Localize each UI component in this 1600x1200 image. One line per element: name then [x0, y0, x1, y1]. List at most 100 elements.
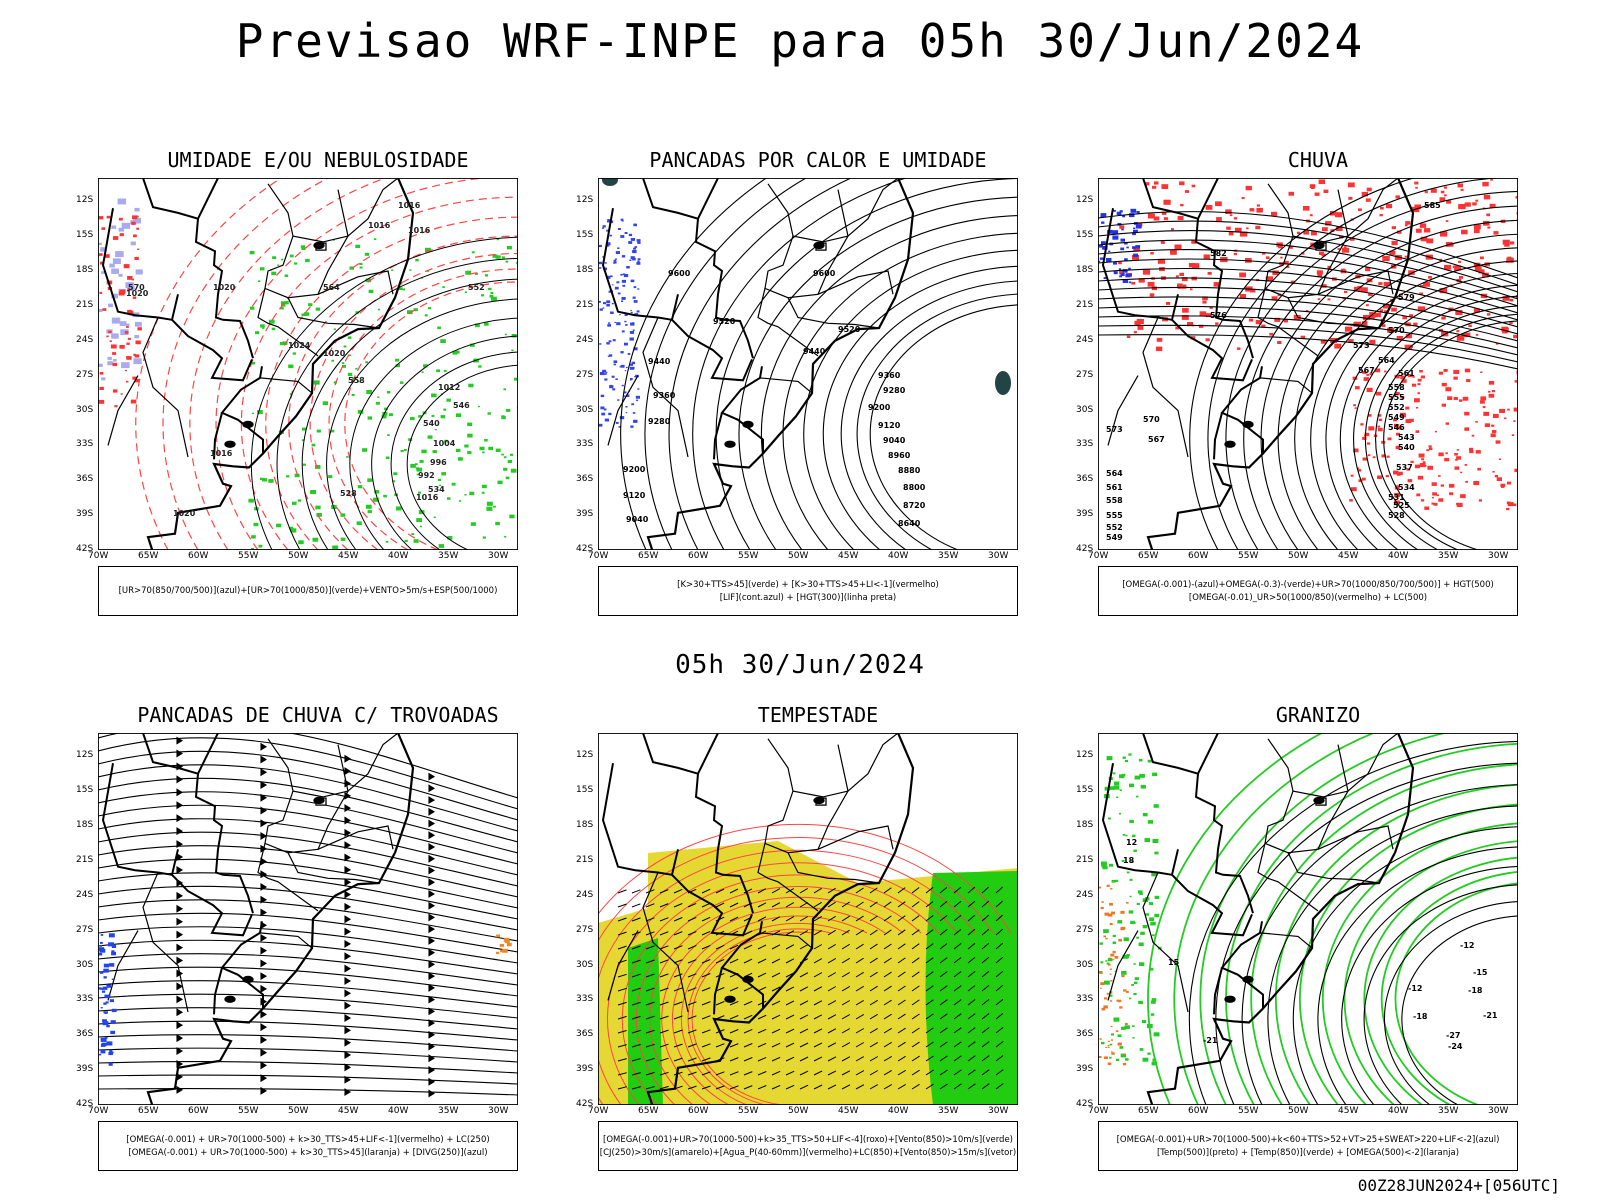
wind-vector	[813, 1042, 823, 1048]
field-cell	[1414, 204, 1421, 210]
wind-vector	[995, 886, 1004, 894]
wind-vector	[869, 985, 878, 992]
field-cell	[1191, 276, 1197, 281]
wind-vector	[995, 900, 1004, 908]
stream-arrow	[260, 1074, 268, 1083]
field-cell	[366, 390, 373, 395]
field-cell	[1120, 273, 1125, 276]
field-cell	[633, 347, 638, 351]
field-cell	[506, 245, 512, 250]
field-cell	[605, 371, 608, 374]
wind-vector	[617, 1001, 627, 1006]
field-cell	[1352, 376, 1358, 380]
legend-line: [OMEGA(-0.001)+UR>70(1000-500)+k<60+TTS>…	[1116, 1134, 1500, 1145]
field-cell	[1393, 423, 1399, 428]
stream-arrow	[344, 1014, 352, 1022]
field-cell	[1101, 864, 1106, 868]
field-cell	[1486, 313, 1491, 316]
contour-label: 9520	[838, 325, 861, 334]
field-cell	[626, 366, 628, 369]
wind-vector	[799, 1042, 809, 1048]
field-cell	[316, 429, 321, 433]
wind-vector	[645, 1043, 655, 1048]
border-line	[642, 178, 719, 220]
border-line	[767, 183, 849, 243]
field-cell	[1118, 938, 1122, 942]
field-cell	[604, 378, 608, 381]
border-line	[1101, 208, 1173, 321]
wind-vector	[827, 887, 836, 894]
field-cell	[1309, 184, 1316, 189]
field-cell	[437, 326, 441, 330]
field-cell	[1126, 901, 1129, 904]
field-cell	[1448, 483, 1455, 488]
field-cell	[127, 288, 130, 291]
thickness-contours	[135, 178, 518, 550]
field-cell	[455, 350, 460, 354]
wind-vector	[897, 971, 906, 978]
field-cell	[619, 314, 621, 316]
stream-arrow	[344, 1038, 352, 1047]
wind-vector	[645, 1015, 655, 1020]
field-cell	[431, 414, 435, 417]
field-cell	[636, 262, 641, 265]
field-cell	[1129, 819, 1134, 824]
lake	[1313, 241, 1325, 250]
contour-label: 555	[1388, 393, 1405, 402]
lake	[224, 995, 236, 1003]
field-cell	[301, 439, 305, 442]
border-line	[1264, 235, 1349, 299]
field-cell	[626, 266, 630, 269]
field-cell	[1131, 984, 1134, 986]
field-cell	[98, 309, 103, 313]
field-cell	[121, 222, 131, 229]
lake	[313, 796, 325, 805]
wind-vector	[617, 917, 627, 922]
field-cell	[1511, 434, 1515, 436]
contour-label: 992	[418, 471, 435, 480]
field-cell	[1108, 913, 1113, 917]
field-cell	[1132, 232, 1136, 236]
field-cell	[1112, 934, 1116, 938]
field-cell	[1151, 998, 1157, 1002]
contour-line	[1241, 784, 1518, 1105]
field-cell	[609, 385, 614, 389]
lat-label: 12S	[576, 195, 594, 206]
wind-vector	[967, 886, 976, 894]
wind-vector	[953, 1055, 962, 1062]
field-cell	[1389, 250, 1396, 255]
field-cell	[630, 238, 635, 241]
field-cell	[311, 443, 316, 447]
contour-label: 543	[1398, 433, 1415, 442]
wind-vector	[701, 1057, 711, 1062]
field-cell	[421, 371, 424, 373]
wind-vector	[841, 929, 850, 936]
field-cell	[1118, 812, 1122, 815]
field-cell	[1500, 485, 1505, 488]
field-cell	[484, 439, 488, 442]
field-cell	[1317, 298, 1321, 301]
field-cell	[1109, 1056, 1112, 1059]
field-cell	[1103, 1056, 1108, 1059]
field-cell	[1381, 440, 1386, 444]
lat-label: 42S	[1076, 1099, 1094, 1109]
border-line	[764, 235, 849, 299]
field-cell	[1492, 471, 1495, 473]
wind-vector	[925, 929, 934, 936]
legend-line: [Temp(500)](preto) + [Temp(850)](verde) …	[1156, 1147, 1460, 1158]
streamline	[98, 872, 518, 920]
field-cell	[1228, 232, 1234, 236]
lat-label: 18S	[76, 265, 94, 275]
panel-legend: [OMEGA(-0.001)-(azul)+OMEGA(-0.3)-(verde…	[1098, 566, 1518, 616]
stream-arrow	[260, 946, 268, 955]
border-line	[670, 294, 753, 382]
wind-vector	[757, 1028, 767, 1034]
wind-vector	[911, 1083, 920, 1090]
field-cell	[282, 341, 288, 345]
wind-vector	[687, 1085, 697, 1090]
field-cell	[443, 369, 447, 372]
field-cell	[1369, 339, 1376, 344]
legend-line: [OMEGA(-0.001) + UR>70(1000-500) + k>30_…	[126, 1134, 490, 1145]
field-cell	[280, 301, 285, 304]
field-cell	[1274, 317, 1281, 322]
